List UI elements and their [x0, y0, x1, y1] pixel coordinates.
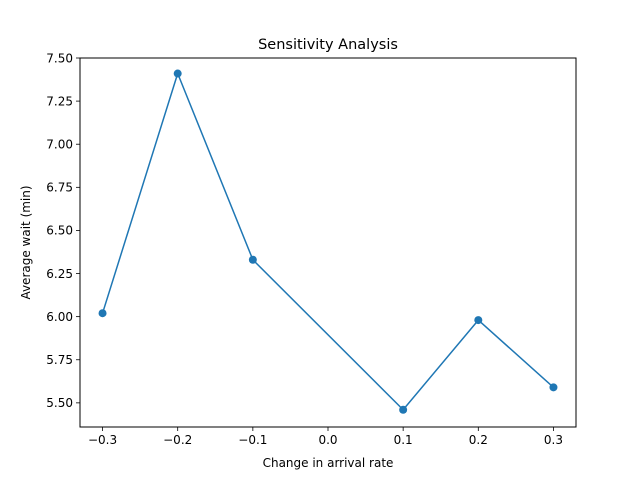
y-tick-label: 6.00 [46, 310, 73, 324]
x-axis: −0.3 −0.2 −0.1 0.0 0.1 0.2 0.3 [88, 427, 563, 447]
y-tick-label: 6.25 [46, 267, 73, 281]
data-point [549, 383, 558, 392]
x-tick-label: −0.3 [88, 433, 117, 447]
y-axis-label: Average wait (min) [19, 185, 33, 299]
x-tick-label: −0.1 [238, 433, 267, 447]
x-tick-label: 0.0 [318, 433, 337, 447]
y-tick-label: 7.50 [46, 51, 73, 65]
x-axis-label: Change in arrival rate [263, 456, 394, 470]
chart-title: Sensitivity Analysis [258, 37, 398, 53]
series-line [101, 72, 555, 411]
plot-area [80, 58, 576, 427]
y-tick-label: 5.50 [46, 396, 73, 410]
data-point [399, 405, 408, 414]
x-tick-label: 0.2 [469, 433, 488, 447]
y-axis: 5.50 5.75 6.00 6.25 6.50 6.75 7.00 7.25 7.50 [46, 51, 80, 410]
series-layer [98, 69, 558, 414]
plot-frame [79, 57, 577, 428]
x-tick-label: 0.1 [394, 433, 413, 447]
x-tick-label: −0.2 [163, 433, 192, 447]
y-tick-label: 6.75 [46, 181, 73, 195]
y-tick-label: 7.00 [46, 138, 73, 152]
data-point [474, 316, 483, 325]
y-tick-label: 5.75 [46, 353, 73, 367]
y-tick-label: 6.50 [46, 224, 73, 238]
data-point [98, 309, 107, 318]
data-point [173, 69, 182, 78]
y-tick-label: 7.25 [46, 94, 73, 108]
data-point [248, 255, 257, 264]
x-tick-label: 0.3 [544, 433, 563, 447]
